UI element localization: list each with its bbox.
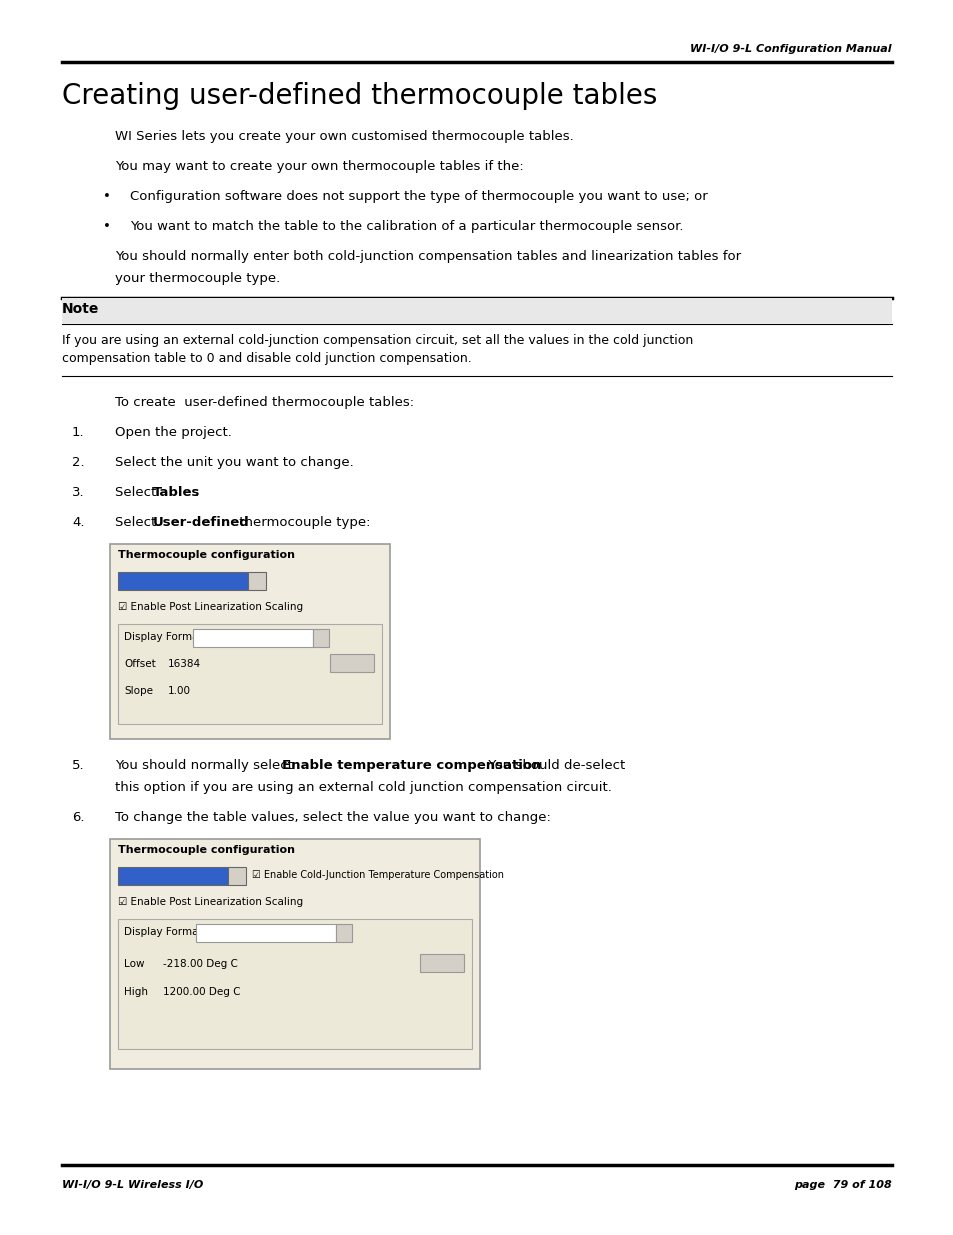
Text: WI-I/O 9-L Wireless I/O: WI-I/O 9-L Wireless I/O <box>62 1179 203 1191</box>
Text: -218.00 Deg C: -218.00 Deg C <box>163 960 237 969</box>
Bar <box>248 572 266 590</box>
Text: ☑ Enable Post Linearization Scaling: ☑ Enable Post Linearization Scaling <box>118 601 303 613</box>
Text: 3.: 3. <box>71 487 85 499</box>
Text: 4.: 4. <box>71 516 85 529</box>
Text: your thermocouple type.: your thermocouple type. <box>115 272 280 285</box>
Text: ☑ Enable Post Linearization Scaling: ☑ Enable Post Linearization Scaling <box>118 897 303 906</box>
Text: •: • <box>103 220 111 233</box>
Bar <box>118 624 381 724</box>
Text: 1.00: 1.00 <box>168 685 191 697</box>
Text: 16384: 16384 <box>168 659 201 669</box>
Bar <box>195 924 335 942</box>
Text: Low and High Values: Low and High Values <box>200 927 301 937</box>
Text: Slope: Slope <box>124 685 152 697</box>
Text: •: • <box>103 190 111 203</box>
Text: To change the table values, select the value you want to change:: To change the table values, select the v… <box>115 811 550 824</box>
Text: Offset: Offset <box>124 659 155 669</box>
Text: mv: mv <box>121 576 136 585</box>
Text: You may want to create your own thermocouple tables if the:: You may want to create your own thermoco… <box>115 161 523 173</box>
Text: Edit: Edit <box>432 957 452 967</box>
Bar <box>193 629 313 647</box>
Text: this option if you are using an external cold junction compensation circuit.: this option if you are using an external… <box>115 781 611 794</box>
Text: Creating user-defined thermocouple tables: Creating user-defined thermocouple table… <box>62 82 657 110</box>
Text: Display Format: Display Format <box>124 927 202 937</box>
Text: WI Series lets you create your own customised thermocouple tables.: WI Series lets you create your own custo… <box>115 130 573 143</box>
Text: Enable temperature compensation: Enable temperature compensation <box>282 760 541 772</box>
Text: Open the project.: Open the project. <box>115 426 232 438</box>
Bar <box>118 867 228 885</box>
Text: User-defined: User-defined <box>152 516 250 529</box>
Text: Thermocouple configuration: Thermocouple configuration <box>118 845 294 855</box>
Text: Configuration software does not support the type of thermocouple you want to use: Configuration software does not support … <box>130 190 707 203</box>
Text: Select the unit you want to change.: Select the unit you want to change. <box>115 456 354 469</box>
Bar <box>118 919 472 1049</box>
Text: 2.: 2. <box>71 456 85 469</box>
Text: Offset and Slope: Offset and Slope <box>196 632 273 641</box>
Bar <box>419 953 463 972</box>
Text: page  79 of 108: page 79 of 108 <box>794 1179 891 1191</box>
Text: 5.: 5. <box>71 760 85 772</box>
Bar <box>110 839 479 1070</box>
Text: 1200.00 Deg C: 1200.00 Deg C <box>163 987 240 997</box>
Text: Note: Note <box>62 303 99 316</box>
Text: Edit: Edit <box>341 657 362 667</box>
Text: ▼: ▼ <box>252 576 257 580</box>
Bar <box>313 629 329 647</box>
Text: thermocouple type:: thermocouple type: <box>234 516 370 529</box>
Text: You should normally select: You should normally select <box>115 760 296 772</box>
Text: To create  user-defined thermocouple tables:: To create user-defined thermocouple tabl… <box>115 396 414 409</box>
Text: compensation table to 0 and disable cold junction compensation.: compensation table to 0 and disable cold… <box>62 352 471 366</box>
Text: 6.: 6. <box>71 811 85 824</box>
Bar <box>335 924 352 942</box>
Bar <box>330 655 374 672</box>
Bar <box>62 298 891 324</box>
Text: Display Format: Display Format <box>124 632 202 642</box>
Text: You should normally enter both cold-junction compensation tables and linearizati: You should normally enter both cold-junc… <box>115 249 740 263</box>
Text: .: . <box>194 487 199 499</box>
Text: ▼: ▼ <box>232 869 237 876</box>
Text: If you are using an external cold-junction compensation circuit, set all the val: If you are using an external cold-juncti… <box>62 333 693 347</box>
Text: ▼: ▼ <box>339 927 345 932</box>
Text: Low: Low <box>124 960 144 969</box>
Text: Select: Select <box>115 516 160 529</box>
Text: Select: Select <box>115 487 160 499</box>
Bar <box>110 543 390 739</box>
Text: Tables: Tables <box>152 487 200 499</box>
Text: Thermocouple configuration: Thermocouple configuration <box>118 550 294 559</box>
Bar <box>118 572 248 590</box>
Text: WI-I/O 9-L Configuration Manual: WI-I/O 9-L Configuration Manual <box>690 44 891 54</box>
Text: High: High <box>124 987 148 997</box>
Text: You want to match the table to the calibration of a particular thermocouple sens: You want to match the table to the calib… <box>130 220 682 233</box>
Text: 1.: 1. <box>71 426 85 438</box>
Text: k: k <box>121 869 127 881</box>
Bar <box>228 867 246 885</box>
Text: . You should de-select: . You should de-select <box>479 760 624 772</box>
Text: ☑ Enable Cold-Junction Temperature Compensation: ☑ Enable Cold-Junction Temperature Compe… <box>252 869 503 881</box>
